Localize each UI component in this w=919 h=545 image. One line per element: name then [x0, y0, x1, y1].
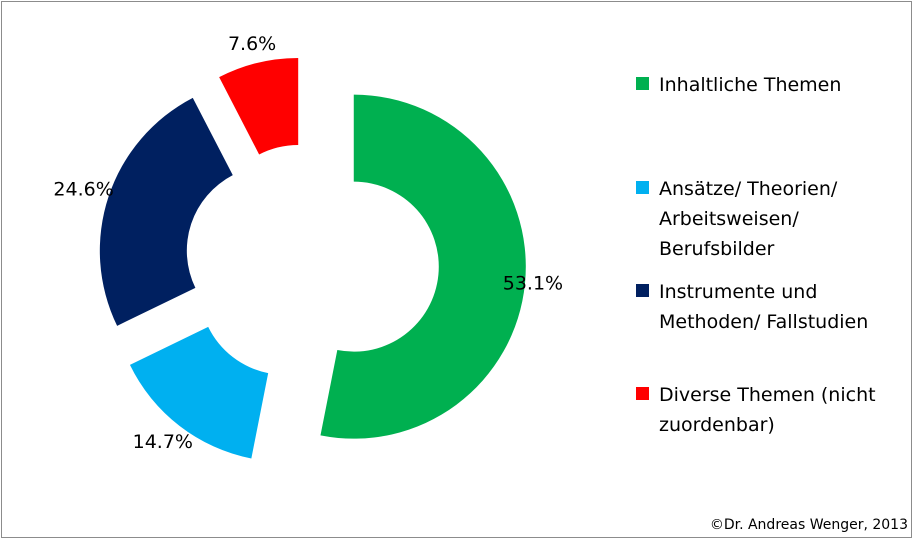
doughnut-segments [99, 57, 526, 459]
legend-swatch [636, 181, 649, 194]
doughnut-labels: 53.1% 14.7% 24.6% 7.6% [53, 33, 563, 453]
legend-swatch [636, 284, 649, 297]
legend-swatch [636, 77, 649, 90]
doughnut-segment-1 [320, 94, 526, 439]
value-label-4: 7.6% [228, 33, 276, 55]
copyright-notice: ©Dr. Andreas Wenger, 2013 [709, 517, 908, 533]
legend-label: Instrumente und Methoden/ Fallstudien [659, 281, 869, 333]
legend-label: Ansätze/ Theorien/ Arbeitsweisen/ Berufs… [659, 178, 838, 260]
value-label-1: 53.1% [503, 273, 563, 295]
value-label-2: 14.7% [133, 431, 193, 453]
doughnut-segment-2 [129, 326, 269, 459]
legend-label: Inhaltliche Themen [659, 74, 842, 96]
value-label-3: 24.6% [53, 179, 113, 201]
doughnut-segment-4 [219, 57, 299, 155]
legend-swatch [636, 387, 649, 400]
doughnut-segment-3 [99, 97, 233, 326]
legend-label: Diverse Themen (nicht zuordenbar) [659, 384, 876, 436]
